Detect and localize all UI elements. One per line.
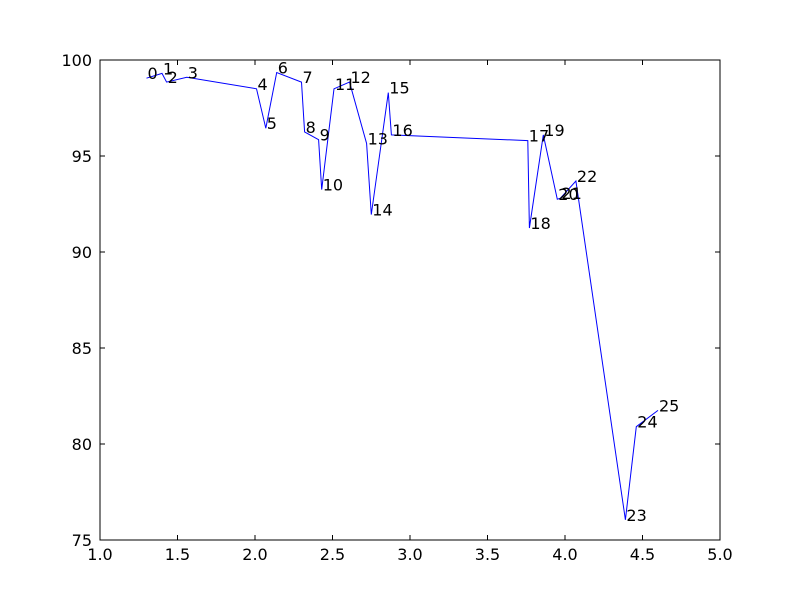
x-tick-label: 2.5 [320, 545, 345, 564]
x-tick-label: 2.0 [242, 545, 267, 564]
point-label: 24 [637, 413, 657, 432]
point-label: 5 [267, 114, 277, 133]
point-label: 15 [389, 79, 409, 98]
point-label: 3 [188, 63, 198, 82]
x-tick-label: 5.0 [707, 545, 732, 564]
x-tick-label: 4.0 [552, 545, 577, 564]
point-label: 20 [558, 185, 578, 204]
point-label: 19 [544, 121, 564, 140]
point-label: 0 [148, 64, 158, 83]
point-label: 7 [303, 68, 313, 87]
point-label: 2 [168, 68, 178, 87]
y-tick-label: 80 [72, 435, 92, 454]
point-label: 1 [163, 59, 173, 78]
series-line [146, 71, 659, 520]
y-tick-label: 90 [72, 243, 92, 262]
x-tick-label: 3.0 [397, 545, 422, 564]
plot-frame [99, 59, 721, 541]
point-label: 18 [530, 214, 550, 233]
point-label: 25 [659, 396, 679, 415]
point-label: 9 [320, 126, 330, 145]
y-tick-label: 100 [61, 51, 92, 70]
point-label: 4 [258, 75, 268, 94]
point-label: 22 [577, 167, 597, 186]
y-tick-label: 95 [72, 147, 92, 166]
point-label: 6 [278, 59, 288, 78]
point-label: 17 [529, 127, 549, 146]
x-tick-label: 1.0 [87, 545, 112, 564]
point-label: 14 [372, 201, 392, 220]
point-label: 16 [392, 121, 412, 140]
point-label: 10 [323, 176, 343, 195]
point-label: 11 [335, 75, 355, 94]
point-label: 13 [368, 130, 388, 149]
x-tick-label: 3.5 [475, 545, 500, 564]
x-tick-label: 1.5 [165, 545, 190, 564]
y-tick-label: 85 [72, 339, 92, 358]
point-label: 12 [351, 68, 371, 87]
y-tick-label: 75 [72, 531, 92, 550]
point-label: 8 [306, 118, 316, 137]
point-label: 21 [561, 184, 581, 203]
point-label: 23 [626, 506, 646, 525]
x-tick-label: 4.5 [630, 545, 655, 564]
